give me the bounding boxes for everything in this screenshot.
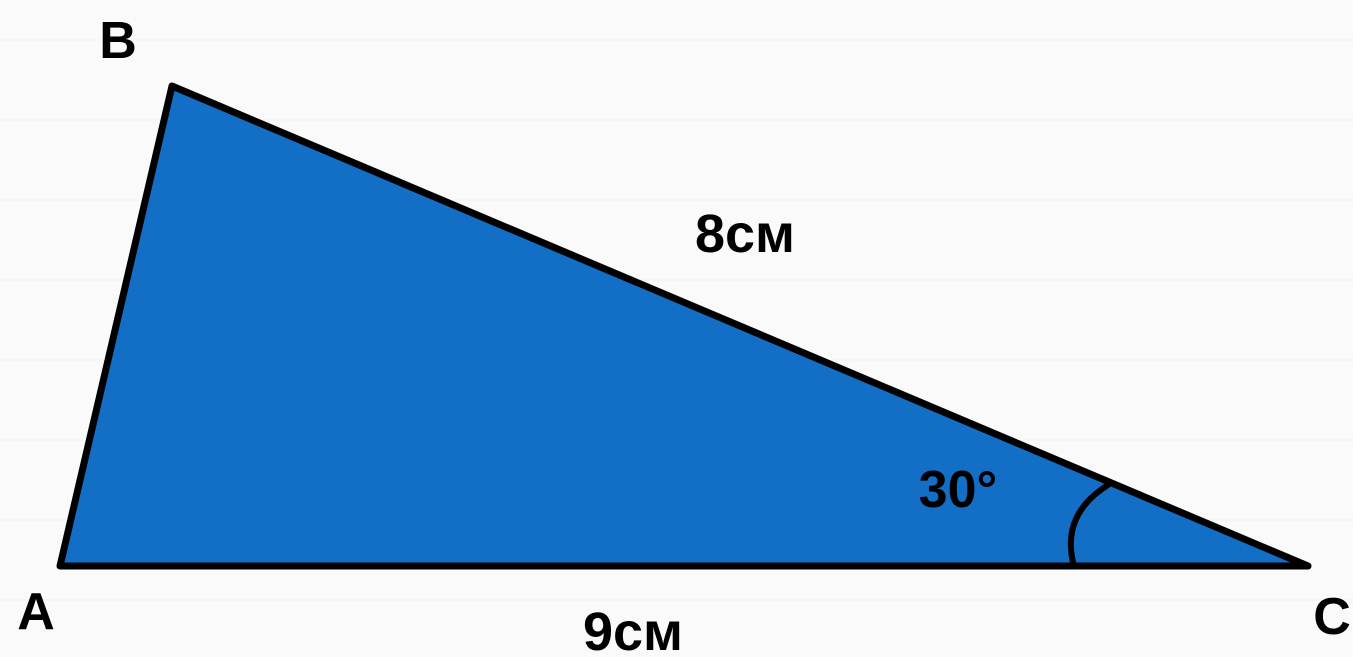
triangle-abc xyxy=(56,82,1312,570)
side-label-ac: 9см xyxy=(583,602,683,657)
vertex-label-b: B xyxy=(99,12,137,70)
side-label-bc: 8см xyxy=(695,204,795,264)
vertex-label-c: C xyxy=(1313,588,1351,646)
angle-label-c: 30° xyxy=(919,461,998,519)
vertex-label-a: A xyxy=(17,583,55,641)
angle-c-arc xyxy=(1067,482,1111,569)
